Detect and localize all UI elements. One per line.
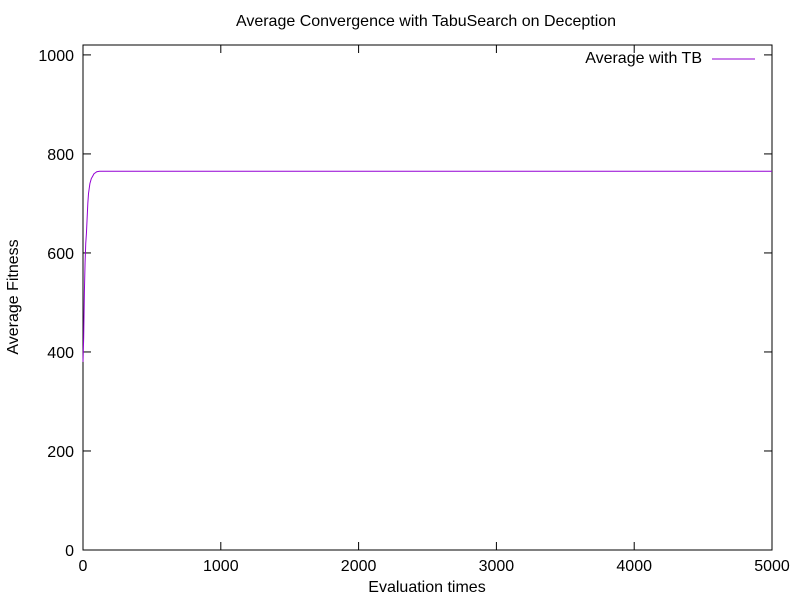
y-tick-label: 800: [47, 147, 74, 164]
x-tick-label: 0: [79, 558, 88, 575]
legend-label: Average with TB: [585, 50, 702, 67]
chart-title: Average Convergence with TabuSearch on D…: [236, 13, 616, 30]
x-tick-label: 4000: [616, 558, 652, 575]
y-axis-label: Average Fitness: [5, 239, 22, 354]
x-axis-ticks: 0 1000 2000 3000 4000 5000: [79, 45, 790, 575]
x-tick-label: 3000: [479, 558, 515, 575]
x-axis-label: Evaluation times: [368, 579, 485, 596]
plot-frame: [82, 44, 773, 551]
x-tick-label: 1000: [203, 558, 239, 575]
y-tick-label: 200: [47, 444, 74, 461]
legend: Average with TB: [585, 50, 755, 67]
y-tick-label: 0: [65, 543, 74, 560]
x-tick-label: 5000: [754, 558, 790, 575]
y-axis-ticks: 0 200 400 600 800 1000: [38, 48, 772, 560]
y-tick-label: 600: [47, 246, 74, 263]
x-tick-label: 2000: [341, 558, 377, 575]
y-tick-label: 1000: [38, 48, 74, 65]
series-line-average-with-tb: [82, 170, 772, 362]
y-tick-label: 400: [47, 345, 74, 362]
